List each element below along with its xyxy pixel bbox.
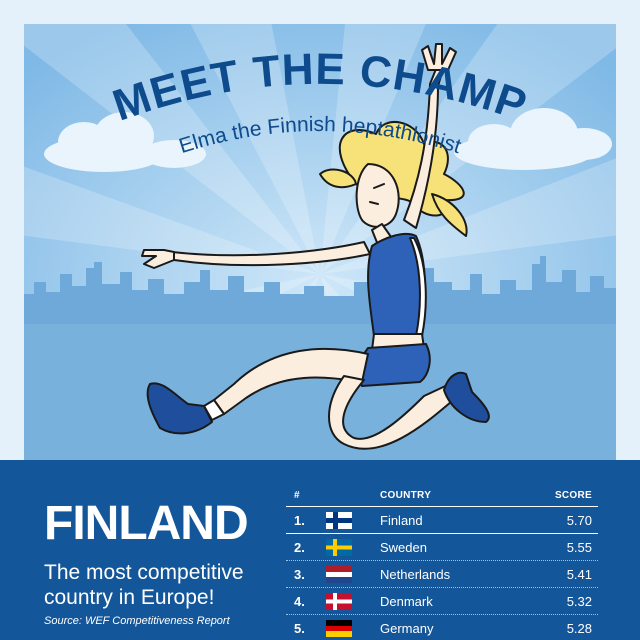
- score-column-header: SCORE: [554, 489, 592, 501]
- rank-number: 5.: [294, 620, 305, 636]
- sweden-flag-icon: [326, 538, 352, 556]
- ranking-header-row: # COUNTRY SCORE: [286, 484, 598, 507]
- country-tagline: The most competitive country in Europe!: [44, 561, 244, 609]
- country-name-cell: Denmark: [380, 593, 433, 609]
- ranking-table: # COUNTRY SCORE 1. Finland 5.70 2.: [286, 484, 598, 640]
- rank-number: 2.: [294, 539, 305, 555]
- table-row: 5. Germany 5.28: [286, 615, 598, 640]
- country-name: FINLAND: [44, 497, 249, 550]
- source-note: Source: WEF Competitiveness Report: [44, 615, 230, 627]
- table-row: 4. Denmark 5.32: [286, 588, 598, 615]
- table-row: 3. Netherlands 5.41: [286, 561, 598, 588]
- score-cell: 5.28: [566, 620, 592, 636]
- score-cell: 5.70: [566, 512, 592, 528]
- country-info-panel: FINLAND The most competitive country in …: [0, 460, 640, 640]
- rank-number: 4.: [294, 593, 305, 609]
- country-name-cell: Germany: [380, 620, 434, 636]
- country-name-cell: Netherlands: [380, 566, 451, 582]
- score-cell: 5.41: [566, 566, 592, 582]
- table-row: 1. Finland 5.70: [286, 507, 598, 534]
- country-name-cell: Finland: [380, 512, 423, 528]
- score-cell: 5.32: [566, 593, 592, 609]
- denmark-flag-icon: [326, 592, 352, 610]
- hero-illustration-area: MEET THE CHAMP Elma the Finnish heptathl…: [24, 24, 616, 460]
- netherlands-flag-icon: [326, 565, 352, 583]
- finland-flag-icon: [326, 511, 352, 529]
- hero-subtitle: Elma the Finnish heptathlonist: [176, 113, 464, 158]
- jumping-athlete-illustration: [24, 24, 616, 460]
- rank-number: 1.: [294, 512, 305, 528]
- score-cell: 5.55: [566, 539, 592, 555]
- germany-flag-icon: [326, 619, 352, 637]
- rank-number: 3.: [294, 566, 305, 582]
- table-row: 2. Sweden 5.55: [286, 534, 598, 561]
- hero-headline: MEET THE CHAMP Elma the Finnish heptathl…: [107, 45, 532, 158]
- country-column-header: COUNTRY: [380, 489, 432, 501]
- country-name-cell: Sweden: [380, 539, 427, 555]
- rank-column-header: #: [294, 489, 300, 501]
